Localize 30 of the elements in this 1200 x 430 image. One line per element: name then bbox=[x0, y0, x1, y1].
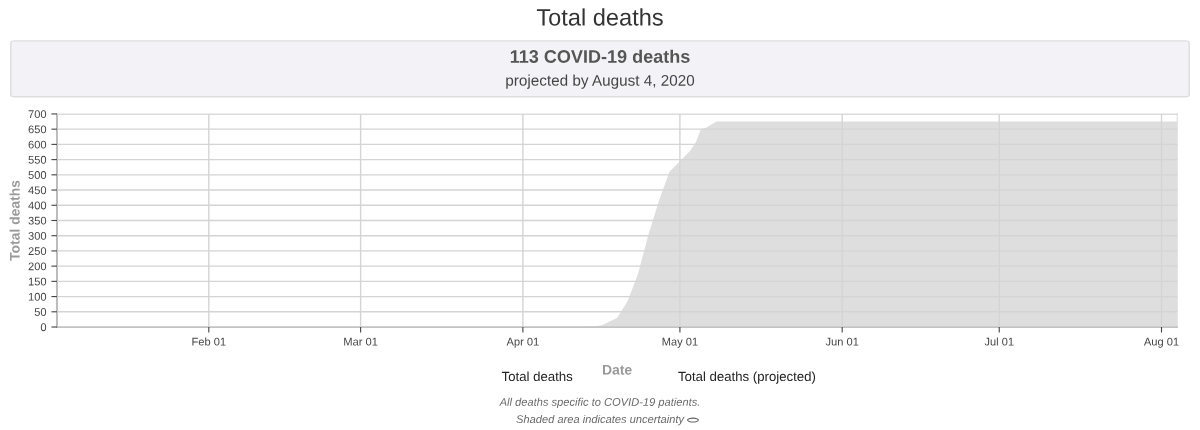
y-tick-label: 100 bbox=[28, 292, 47, 301]
y-tick-label: 400 bbox=[28, 201, 47, 210]
y-tick-label: 550 bbox=[28, 155, 47, 164]
y-tick-label: 200 bbox=[28, 262, 47, 271]
x-tick-label: Jul 01 bbox=[984, 337, 1014, 346]
x-tick-label: Jun 01 bbox=[825, 337, 859, 346]
text: All deaths specific to COVID-19 patients. bbox=[499, 397, 699, 409]
x-tick-label: Apr 01 bbox=[506, 337, 539, 348]
y-tick-label: 300 bbox=[28, 231, 47, 240]
y-tick-label: 150 bbox=[28, 277, 47, 286]
y-tick-label: 50 bbox=[34, 308, 47, 316]
text: Total deaths (projected) bbox=[678, 371, 816, 384]
x-tick-label: Mar 01 bbox=[344, 337, 378, 346]
x-tick-label: May 01 bbox=[662, 337, 698, 348]
y-tick-label: 350 bbox=[28, 216, 47, 225]
y-tick-label: 450 bbox=[28, 186, 47, 195]
chart-subtitle: 113 COVID-19 deaths projected by August 4, 2020 bbox=[506, 49, 695, 89]
x-tick-label: Aug 01 bbox=[1143, 337, 1179, 348]
text: Total deaths bbox=[501, 371, 573, 382]
y-axis-title: Total deaths bbox=[9, 180, 20, 261]
text: Shaded area indicates uncertainty bbox=[516, 414, 685, 426]
y-tick-label: 250 bbox=[28, 247, 47, 256]
y-tick-label: 500 bbox=[28, 171, 47, 179]
y-tick-label: 0 bbox=[40, 323, 47, 332]
chart-title: Total deaths bbox=[536, 8, 663, 26]
y-tick-label: 700 bbox=[28, 110, 47, 119]
x-axis-title: Date bbox=[602, 364, 632, 375]
y-tick-label: 600 bbox=[28, 140, 47, 149]
x-tick-label: Feb 01 bbox=[192, 337, 226, 346]
y-tick-label: 650 bbox=[28, 125, 47, 134]
